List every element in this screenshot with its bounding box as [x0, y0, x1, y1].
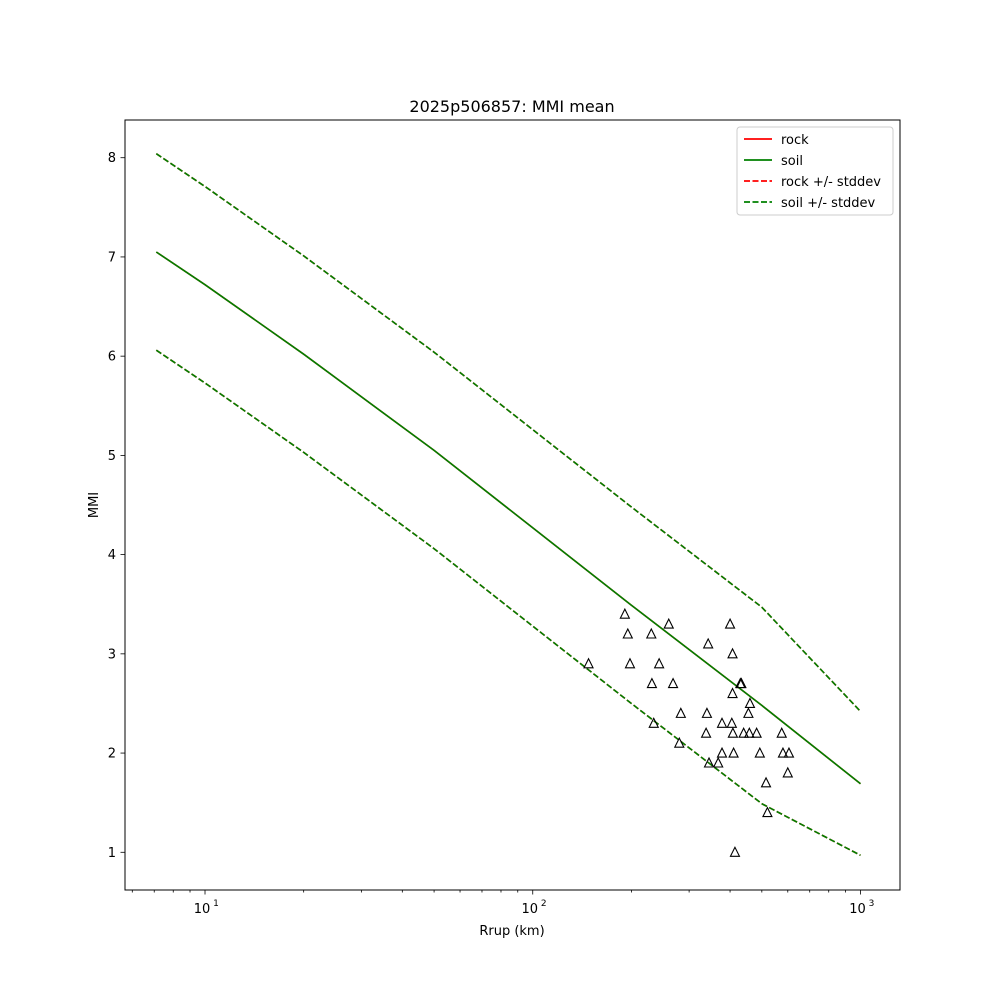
- observation-point: [701, 707, 713, 718]
- observation-point: [716, 717, 728, 728]
- observation-point: [762, 806, 773, 818]
- observation-point: [727, 726, 739, 738]
- observation-point: [648, 717, 660, 728]
- legend-label: rock +/- stddev: [781, 175, 881, 190]
- observation-point: [663, 617, 675, 629]
- y-tick-label: 6: [108, 350, 116, 365]
- observation-point: [726, 717, 738, 728]
- legend: rock soil rock +/- stddev soil +/- stddev: [736, 126, 894, 216]
- observation-point: [751, 726, 762, 738]
- series-line-soil-stddev-lower: [155, 349, 861, 857]
- observation-point: [667, 677, 679, 689]
- y-tick-label: 4: [108, 548, 116, 563]
- legend-box: [736, 126, 894, 216]
- legend-label: soil +/- stddev: [781, 196, 876, 211]
- y-tick-label: 7: [108, 250, 116, 265]
- x-tick-exponent: 2: [541, 899, 547, 909]
- x-tick-exponent: 1: [213, 899, 219, 909]
- x-axis-label: Rrup (km): [479, 924, 544, 939]
- observation-point: [776, 726, 788, 738]
- observation-point: [622, 627, 634, 639]
- y-tick-label: 5: [108, 449, 116, 464]
- observation-point: [583, 657, 594, 669]
- series-line-soil-stddev-upper: [155, 153, 862, 712]
- x-axis: 10 1 10 2 10 3: [131, 890, 875, 917]
- y-tick-label: 1: [108, 846, 116, 861]
- plot-frame: [124, 119, 901, 891]
- observation-point: [716, 746, 728, 758]
- observation-point: [743, 707, 754, 718]
- observation-point: [702, 637, 714, 649]
- observation-point: [777, 746, 789, 758]
- series-line-rock: [155, 251, 861, 785]
- observation-point: [728, 746, 739, 758]
- observation-point: [782, 766, 794, 778]
- observation-point: [703, 756, 715, 768]
- series-line-rock-stddev-upper: [155, 153, 862, 712]
- observation-point: [624, 657, 636, 669]
- x-tick-label: 10: [194, 902, 211, 917]
- series-line-soil: [155, 251, 861, 785]
- observation-point: [754, 746, 766, 758]
- observation-point: [727, 647, 738, 659]
- y-axis: 1 2 3 4 5 6 7 8: [108, 151, 125, 861]
- observation-point: [760, 776, 772, 788]
- y-axis-label: MMI: [87, 492, 102, 518]
- observation-point: [700, 726, 712, 738]
- legend-label: soil: [781, 154, 803, 169]
- x-tick-label: 10: [849, 902, 866, 917]
- observation-point: [738, 726, 750, 738]
- observation-point: [673, 736, 685, 748]
- y-tick-label: 8: [108, 151, 116, 166]
- x-tick-label: 10: [521, 902, 538, 917]
- chart-title: 2025p506857: MMI mean: [409, 97, 614, 116]
- observation-point: [744, 697, 756, 709]
- observation-point: [743, 726, 755, 738]
- observation-point: [653, 657, 665, 669]
- observation-point: [724, 617, 736, 629]
- y-tick-label: 2: [108, 747, 116, 762]
- observation-point: [727, 687, 738, 699]
- y-tick-label: 3: [108, 647, 116, 662]
- plot-area: [155, 153, 862, 857]
- observation-point: [619, 607, 631, 619]
- observation-point: [675, 707, 687, 718]
- observation-point: [712, 756, 724, 768]
- observation-point: [729, 846, 741, 857]
- x-tick-exponent: 3: [869, 899, 875, 909]
- observation-point: [783, 746, 795, 758]
- observation-point: [646, 677, 658, 689]
- observation-point: [645, 627, 657, 639]
- legend-label: rock: [781, 133, 809, 148]
- observation-point: [735, 677, 747, 689]
